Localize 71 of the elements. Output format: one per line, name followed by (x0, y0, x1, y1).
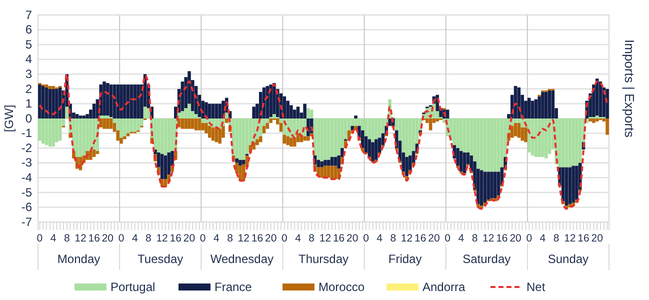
x-tick-label: 8 (227, 232, 234, 244)
x-tick-label: 16 (332, 232, 345, 244)
text: Monday (57, 252, 100, 266)
x-tick-label: 0 (118, 232, 124, 244)
y-tick-label: -5 (21, 185, 32, 200)
x-tick-label: 4 (376, 232, 383, 244)
x-tick-label: 20 (591, 232, 604, 244)
y-tick-label: -6 (21, 200, 32, 214)
x-tick-label: 20 (346, 232, 358, 244)
x-tick-label: 16 (170, 232, 182, 244)
legend-label: Morocco (318, 280, 365, 294)
y-tick-label: 3 (25, 66, 32, 81)
x-tick-label: 4 (50, 232, 56, 244)
y-tick-label: -7 (21, 214, 32, 229)
x-tick-label: 4 (458, 232, 464, 244)
x-tick-label: 4 (295, 232, 302, 244)
x-tick-label: 0 (363, 232, 370, 244)
y-tick-label: 4 (25, 52, 32, 66)
legend-label: Andorra (422, 280, 466, 294)
x-tick-label: 8 (472, 232, 478, 244)
x-tick-label: 12 (564, 232, 576, 244)
y-tick-label: 6 (25, 22, 32, 37)
text: Sunday (548, 252, 589, 266)
legend-label: France (214, 280, 252, 294)
x-tick-label: 4 (214, 232, 220, 244)
y-tick-label: 5 (25, 37, 32, 52)
y-tick-label: 1 (25, 96, 32, 111)
x-tick-label: 8 (64, 232, 70, 244)
x-tick-label: 8 (308, 232, 315, 244)
x-tick-label: 4 (540, 232, 546, 244)
x-tick-label: 12 (482, 232, 494, 244)
x-tick-label: 0 (526, 232, 532, 244)
legend-label: Portugal (110, 280, 156, 294)
x-tick-label: 12 (74, 232, 86, 244)
x-tick-label: 16 (251, 232, 264, 244)
x-tick-label: 4 (132, 232, 138, 244)
x-tick-label: 0 (36, 232, 43, 244)
x-tick-label: 20 (183, 232, 196, 244)
y-tick-label: -4 (21, 170, 32, 184)
x-tick-label: 0 (281, 232, 288, 244)
x-tick-label: 8 (553, 232, 560, 244)
y-tick-label: -3 (21, 156, 32, 170)
x-tick-label: 0 (444, 232, 451, 244)
x-tick-label: 20 (428, 232, 440, 244)
x-tick-label: 20 (102, 232, 114, 244)
y-tick-label: -2 (21, 140, 32, 155)
x-tick-label: 16 (496, 232, 508, 244)
x-tick-label: 12 (156, 232, 168, 244)
y-tick-label: -1 (21, 126, 32, 140)
y2-axis-title: Imports | Exports (622, 39, 637, 138)
text: Saturday (462, 252, 511, 266)
x-tick-label: 8 (146, 232, 152, 244)
x-tick-label: 16 (578, 232, 590, 244)
y-tick-label: 0 (25, 111, 32, 126)
x-tick-label: 0 (200, 232, 206, 244)
x-tick-label: 16 (88, 232, 100, 244)
y-axis-title: [GW] (2, 104, 16, 132)
y-tick-label: 7 (25, 8, 32, 22)
text: Thursday (298, 252, 349, 266)
legend-label: Net (526, 280, 546, 294)
y-tick-label: 2 (25, 82, 32, 96)
x-tick-label: 12 (400, 232, 413, 244)
text: Wednesday (210, 252, 274, 266)
x-tick-label: 12 (319, 232, 332, 244)
text: Tuesday (138, 252, 184, 266)
x-tick-label: 20 (510, 232, 522, 244)
x-tick-label: 12 (238, 232, 250, 244)
x-tick-label: 16 (414, 232, 426, 244)
x-tick-label: 20 (264, 232, 277, 244)
text: Friday (388, 252, 422, 266)
x-tick-label: 8 (390, 232, 396, 244)
